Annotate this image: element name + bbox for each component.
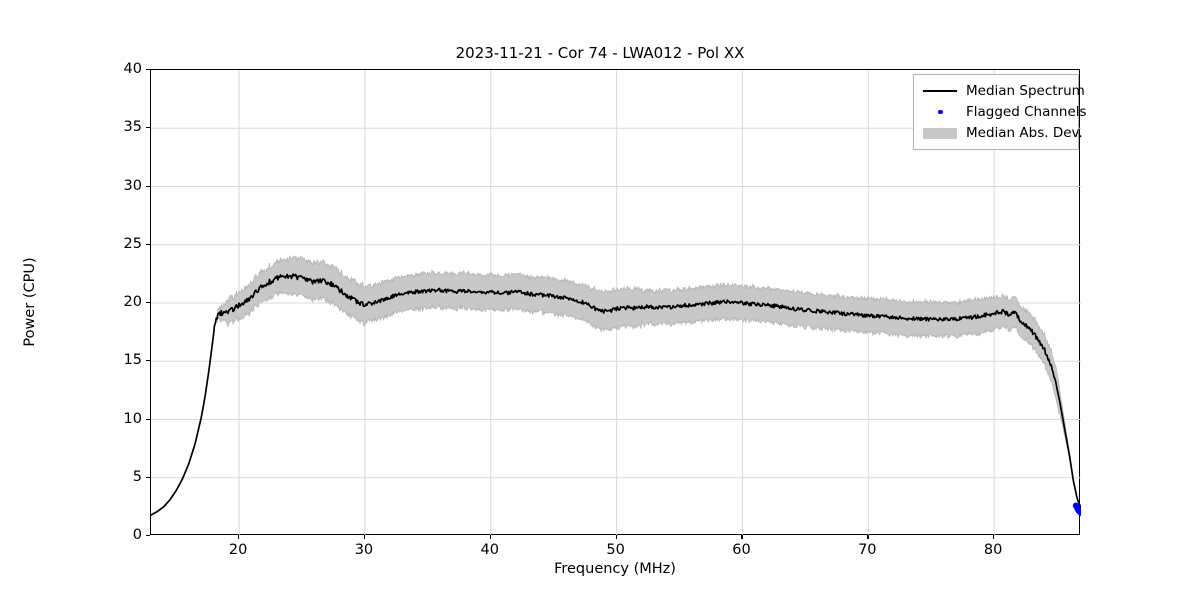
x-tick-mark <box>867 535 869 539</box>
y-tick-mark <box>146 69 150 71</box>
legend-item-median-abs-dev: Median Abs. Dev. <box>921 122 1083 143</box>
x-tick-label: 80 <box>983 542 1003 558</box>
mad-band-area <box>216 255 1073 471</box>
y-axis-label: Power (CPU) <box>22 257 38 347</box>
gridlines <box>151 70 1081 536</box>
median-spectrum-line <box>151 273 1081 516</box>
flagged-channels-markers <box>1072 502 1081 516</box>
patch-swatch-icon <box>921 126 959 140</box>
x-tick-label: 20 <box>228 542 248 558</box>
x-tick-label: 50 <box>606 542 625 558</box>
x-tick-label: 60 <box>732 542 751 558</box>
x-tick-mark <box>489 535 491 539</box>
legend-label: Median Spectrum <box>966 82 1085 99</box>
legend-label: Flagged Channels <box>966 103 1087 120</box>
x-tick-mark <box>615 535 617 539</box>
x-tick-mark <box>238 535 240 539</box>
x-tick-mark <box>993 535 995 539</box>
y-tick-label: 0 <box>132 527 142 543</box>
spectrum-plot <box>151 70 1081 536</box>
flagged-channel-point <box>1077 509 1081 516</box>
y-tick-label: 40 <box>123 61 142 77</box>
y-tick-mark <box>146 302 150 304</box>
x-tick-mark <box>741 535 743 539</box>
y-tick-label: 15 <box>123 352 142 369</box>
line-swatch-icon <box>921 84 959 98</box>
legend-item-flagged-channels: Flagged Channels <box>921 101 1087 122</box>
y-tick-mark <box>146 476 150 478</box>
legend-item-median-spectrum: Median Spectrum <box>921 80 1085 101</box>
y-tick-label: 5 <box>132 468 142 485</box>
y-tick-mark <box>146 418 150 420</box>
x-tick-label: 40 <box>480 542 500 558</box>
legend-label: Median Abs. Dev. <box>966 124 1083 141</box>
x-axis-label: Frequency (MHz) <box>554 561 676 577</box>
y-tick-mark <box>146 243 150 245</box>
legend: Median Spectrum Flagged Channels Median … <box>913 74 1087 150</box>
x-tick-mark <box>363 535 366 539</box>
dot-swatch-icon <box>921 105 959 119</box>
y-tick-mark <box>146 185 150 187</box>
y-tick-label: 35 <box>123 119 142 136</box>
y-tick-mark <box>146 127 150 129</box>
y-tick-mark <box>146 360 150 362</box>
y-tick-label: 25 <box>123 235 142 252</box>
x-tick-label: 70 <box>858 542 877 558</box>
y-tick-mark <box>146 535 150 537</box>
y-tick-label: 10 <box>123 410 142 427</box>
y-tick-label: 20 <box>123 294 142 310</box>
x-tick-label: 30 <box>354 542 374 558</box>
y-tick-label: 30 <box>123 177 142 194</box>
page-title: 2023-11-21 - Cor 74 - LWA012 - Pol XX <box>455 44 745 62</box>
